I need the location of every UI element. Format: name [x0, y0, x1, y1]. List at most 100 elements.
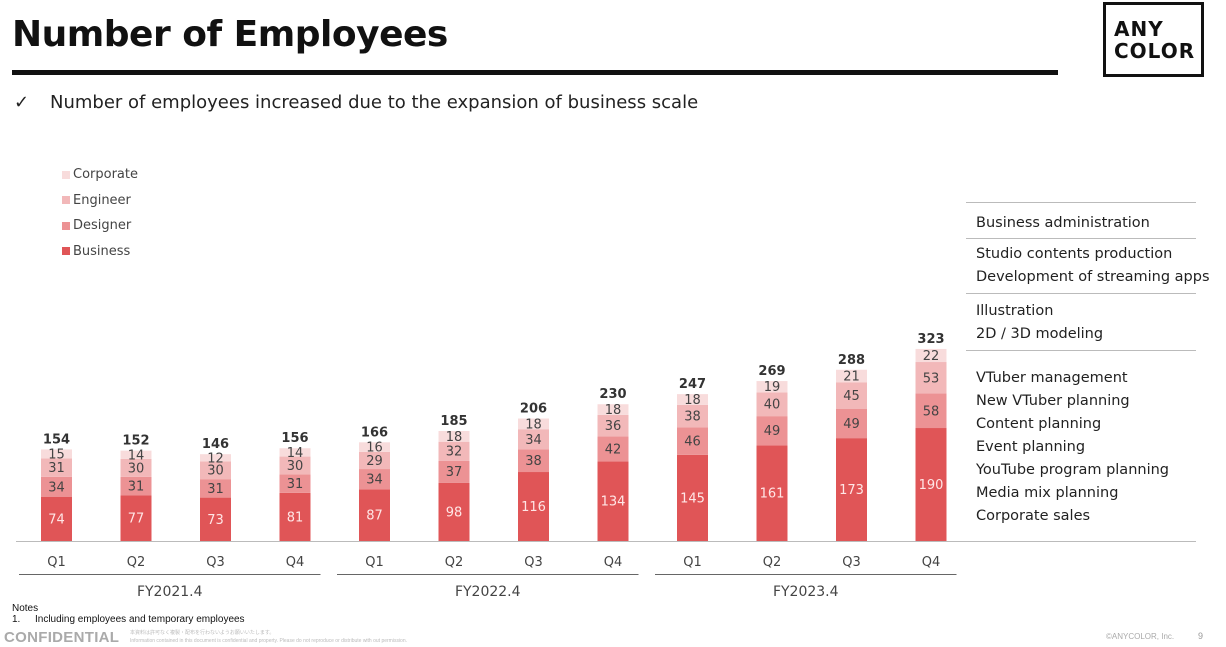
segment-value-label: 18 — [605, 403, 622, 418]
legend-swatch-corporate — [62, 170, 70, 179]
engineer-desc-line: Development of streaming apps — [976, 269, 1210, 285]
bar-total-label: 152 — [122, 434, 149, 449]
checkmark-icon: ✓ — [14, 92, 30, 113]
corporate-description: Business administration — [966, 202, 1196, 238]
bar-segment-business — [915, 428, 947, 541]
segment-value-label: 46 — [684, 435, 701, 450]
legend-swatch-designer — [62, 221, 70, 230]
engineer-description: Studio contents production Development o… — [966, 238, 1210, 293]
bar-total-label: 269 — [758, 364, 785, 379]
bar-segment-designer — [836, 408, 867, 439]
segment-value-label: 87 — [366, 509, 383, 524]
bar-segment-designer — [359, 469, 390, 490]
bar-segment-engineer — [836, 382, 867, 409]
description-bottom-rule — [966, 541, 1196, 542]
bar-segment-engineer — [756, 392, 788, 417]
bar-total-label: 156 — [281, 431, 308, 446]
segment-value-label: 34 — [366, 473, 383, 488]
bar-segment-engineer — [518, 429, 549, 450]
segment-value-label: 49 — [843, 417, 860, 432]
segment-value-label: 42 — [605, 442, 622, 457]
x-tick-label: Q2 — [445, 555, 464, 570]
anycolor-logo: ANY COLOR — [1103, 2, 1204, 77]
segment-value-label: 14 — [128, 448, 145, 463]
bar-segment-corporate — [359, 442, 390, 452]
bar-total-label: 323 — [917, 332, 944, 347]
bar-segment-designer — [756, 416, 788, 446]
bar-total-label: 185 — [440, 414, 467, 429]
bar-segment-corporate — [756, 381, 788, 393]
legend-label-designer: Designer — [73, 218, 132, 234]
x-tick-label: Q4 — [286, 555, 305, 570]
business-description: VTuber management New VTuber planning Co… — [966, 350, 1196, 541]
segment-value-label: 38 — [525, 454, 542, 469]
bar-segment-engineer — [597, 414, 629, 437]
segment-value-label: 134 — [601, 495, 626, 510]
bar-segment-engineer — [915, 362, 947, 394]
bar-total-label: 288 — [838, 353, 865, 368]
x-tick-label: Q3 — [206, 555, 225, 570]
segment-value-label: 34 — [48, 480, 65, 495]
legend-label-engineer: Engineer — [73, 192, 131, 208]
bar-segment-engineer — [677, 404, 708, 428]
bar-segment-business — [597, 461, 629, 541]
page-title: Number of Employees — [12, 14, 448, 55]
business-desc-line: Media mix planning — [976, 485, 1119, 501]
bar-segment-designer — [677, 427, 708, 455]
bar-segment-business — [518, 472, 549, 541]
fiscal-year-label: FY2023.4 — [773, 584, 839, 600]
segment-value-label: 15 — [48, 447, 65, 462]
bar-segment-business — [677, 454, 708, 541]
segment-value-label: 14 — [287, 446, 304, 461]
subtitle-text: Number of employees increased due to the… — [50, 92, 699, 113]
x-tick-label: Q4 — [604, 555, 623, 570]
segment-value-label: 19 — [764, 380, 781, 395]
segment-value-label: 98 — [446, 505, 463, 520]
bar-segment-corporate — [41, 449, 72, 459]
engineer-desc-line: Studio contents production — [976, 246, 1173, 262]
chart-legend: Corporate Engineer Designer Business — [62, 162, 138, 264]
subtitle: ✓ Number of employees increased due to th… — [14, 92, 698, 113]
segment-value-label: 32 — [446, 445, 463, 460]
segment-value-label: 45 — [843, 389, 860, 404]
bar-segment-engineer — [120, 458, 152, 477]
fiscal-year-label: FY2021.4 — [137, 584, 203, 600]
business-desc-line: YouTube program planning — [976, 462, 1169, 478]
segment-value-label: 49 — [764, 424, 781, 439]
x-tick-label: Q1 — [365, 555, 384, 570]
segment-value-label: 30 — [207, 464, 224, 479]
bar-segment-corporate — [677, 394, 708, 405]
segment-value-label: 36 — [605, 419, 622, 434]
x-tick-label: Q2 — [763, 555, 782, 570]
legend-item-corporate: Corporate — [62, 162, 138, 188]
segment-value-label: 81 — [287, 510, 304, 525]
segment-value-label: 73 — [207, 513, 224, 528]
confidentiality-notice: 本資料は許可なく複製・配布を行わないようお願いいたします。 Informatio… — [130, 629, 407, 645]
bar-segment-designer — [438, 460, 470, 483]
bar-segment-corporate — [200, 454, 231, 462]
bar-segment-engineer — [279, 456, 311, 475]
bar-segment-business — [756, 445, 788, 541]
bar-total-label: 230 — [599, 387, 626, 402]
bar-segment-engineer — [438, 441, 470, 461]
legend-swatch-business — [62, 247, 70, 256]
corporate-desc-line: Business administration — [976, 215, 1150, 231]
bar-segment-corporate — [438, 430, 470, 442]
designer-description: Illustration 2D / 3D modeling — [966, 293, 1196, 350]
business-desc-line: Content planning — [976, 416, 1102, 432]
segment-value-label: 30 — [287, 459, 304, 474]
bar-segment-corporate — [120, 450, 152, 459]
bar-segment-business — [41, 496, 72, 541]
segment-value-label: 29 — [366, 454, 383, 469]
segment-value-label: 74 — [48, 512, 65, 527]
bar-segment-business — [359, 489, 390, 541]
x-tick-label: Q3 — [842, 555, 861, 570]
segment-value-label: 116 — [521, 500, 546, 515]
segment-value-label: 31 — [128, 479, 145, 494]
note-number: 1. — [12, 614, 21, 625]
segment-value-label: 22 — [923, 349, 940, 364]
bar-segment-designer — [41, 476, 72, 497]
bar-segment-designer — [120, 476, 152, 496]
segment-value-label: 173 — [839, 483, 864, 498]
note-text: Including employees and temporary employ… — [35, 614, 245, 625]
